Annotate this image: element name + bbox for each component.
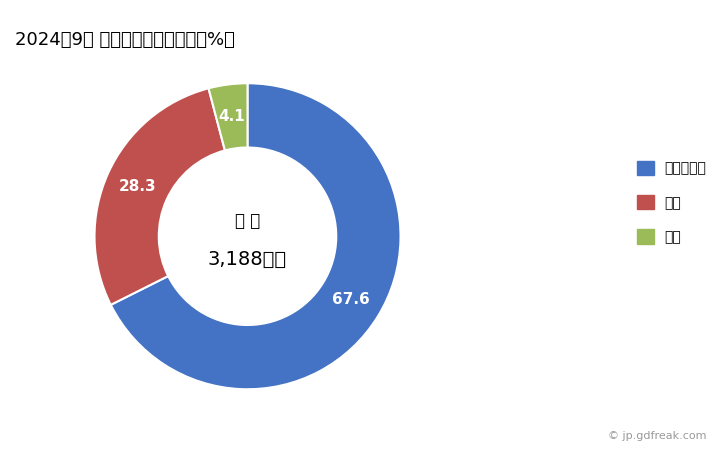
Text: 総 額: 総 額 [235,212,260,230]
Wedge shape [95,88,225,305]
Text: 3,188万円: 3,188万円 [208,250,287,269]
Wedge shape [111,83,400,389]
Text: 2024年9月 輸出相手国のシェア（%）: 2024年9月 輸出相手国のシェア（%） [15,32,234,50]
Text: 4.1: 4.1 [218,109,245,124]
Text: © jp.gdfreak.com: © jp.gdfreak.com [608,431,706,441]
Text: 28.3: 28.3 [119,179,157,194]
Wedge shape [208,83,248,150]
Text: 67.6: 67.6 [331,292,369,307]
Legend: マレーシア, 中国, 台湾: マレーシア, 中国, 台湾 [637,161,706,244]
